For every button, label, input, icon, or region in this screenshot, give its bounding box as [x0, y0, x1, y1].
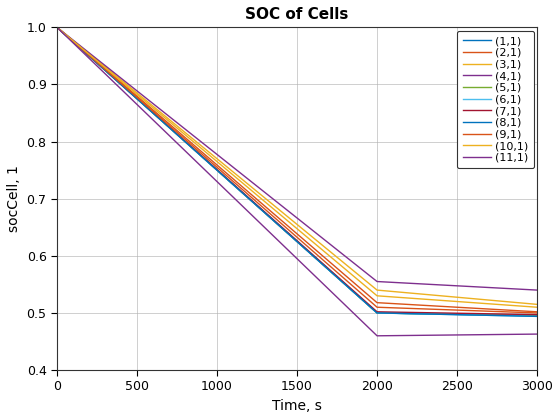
(5,1) [534, 313, 540, 318]
(8,1) [374, 310, 380, 315]
(11,1) [54, 25, 60, 30]
Y-axis label: socCell, 1: socCell, 1 [7, 165, 21, 232]
Line: (5,1): (5,1) [57, 27, 537, 316]
(5,1) [374, 310, 380, 315]
Line: (6,1): (6,1) [57, 27, 537, 316]
(6,1) [54, 25, 60, 30]
(2,1) [534, 309, 540, 314]
Line: (9,1): (9,1) [57, 27, 537, 313]
Title: SOC of Cells: SOC of Cells [245, 7, 349, 22]
(7,1) [374, 309, 380, 314]
(11,1) [534, 331, 540, 336]
(10,1) [374, 293, 380, 298]
Line: (1,1): (1,1) [57, 27, 537, 316]
Line: (10,1): (10,1) [57, 27, 537, 307]
(1,1) [374, 310, 380, 315]
(2,1) [54, 25, 60, 30]
(8,1) [534, 314, 540, 319]
Line: (7,1): (7,1) [57, 27, 537, 315]
(7,1) [54, 25, 60, 30]
(10,1) [534, 305, 540, 310]
(9,1) [374, 305, 380, 310]
(1,1) [54, 25, 60, 30]
Line: (11,1): (11,1) [57, 27, 537, 336]
(5,1) [54, 25, 60, 30]
X-axis label: Time, s: Time, s [272, 399, 322, 413]
(8,1) [54, 25, 60, 30]
(3,1) [54, 25, 60, 30]
Line: (8,1): (8,1) [57, 27, 537, 316]
(4,1) [534, 288, 540, 293]
Line: (3,1): (3,1) [57, 27, 537, 304]
(10,1) [54, 25, 60, 30]
(6,1) [534, 314, 540, 319]
Line: (2,1): (2,1) [57, 27, 537, 312]
Legend: (1,1), (2,1), (3,1), (4,1), (5,1), (6,1), (7,1), (8,1), (9,1), (10,1), (11,1): (1,1), (2,1), (3,1), (4,1), (5,1), (6,1)… [457, 31, 534, 168]
Line: (4,1): (4,1) [57, 27, 537, 290]
(9,1) [54, 25, 60, 30]
(4,1) [54, 25, 60, 30]
(2,1) [374, 300, 380, 305]
(11,1) [374, 333, 380, 339]
(9,1) [534, 310, 540, 315]
(1,1) [534, 313, 540, 318]
(7,1) [534, 312, 540, 317]
(4,1) [374, 279, 380, 284]
(6,1) [374, 310, 380, 315]
(3,1) [534, 302, 540, 307]
(3,1) [374, 288, 380, 293]
